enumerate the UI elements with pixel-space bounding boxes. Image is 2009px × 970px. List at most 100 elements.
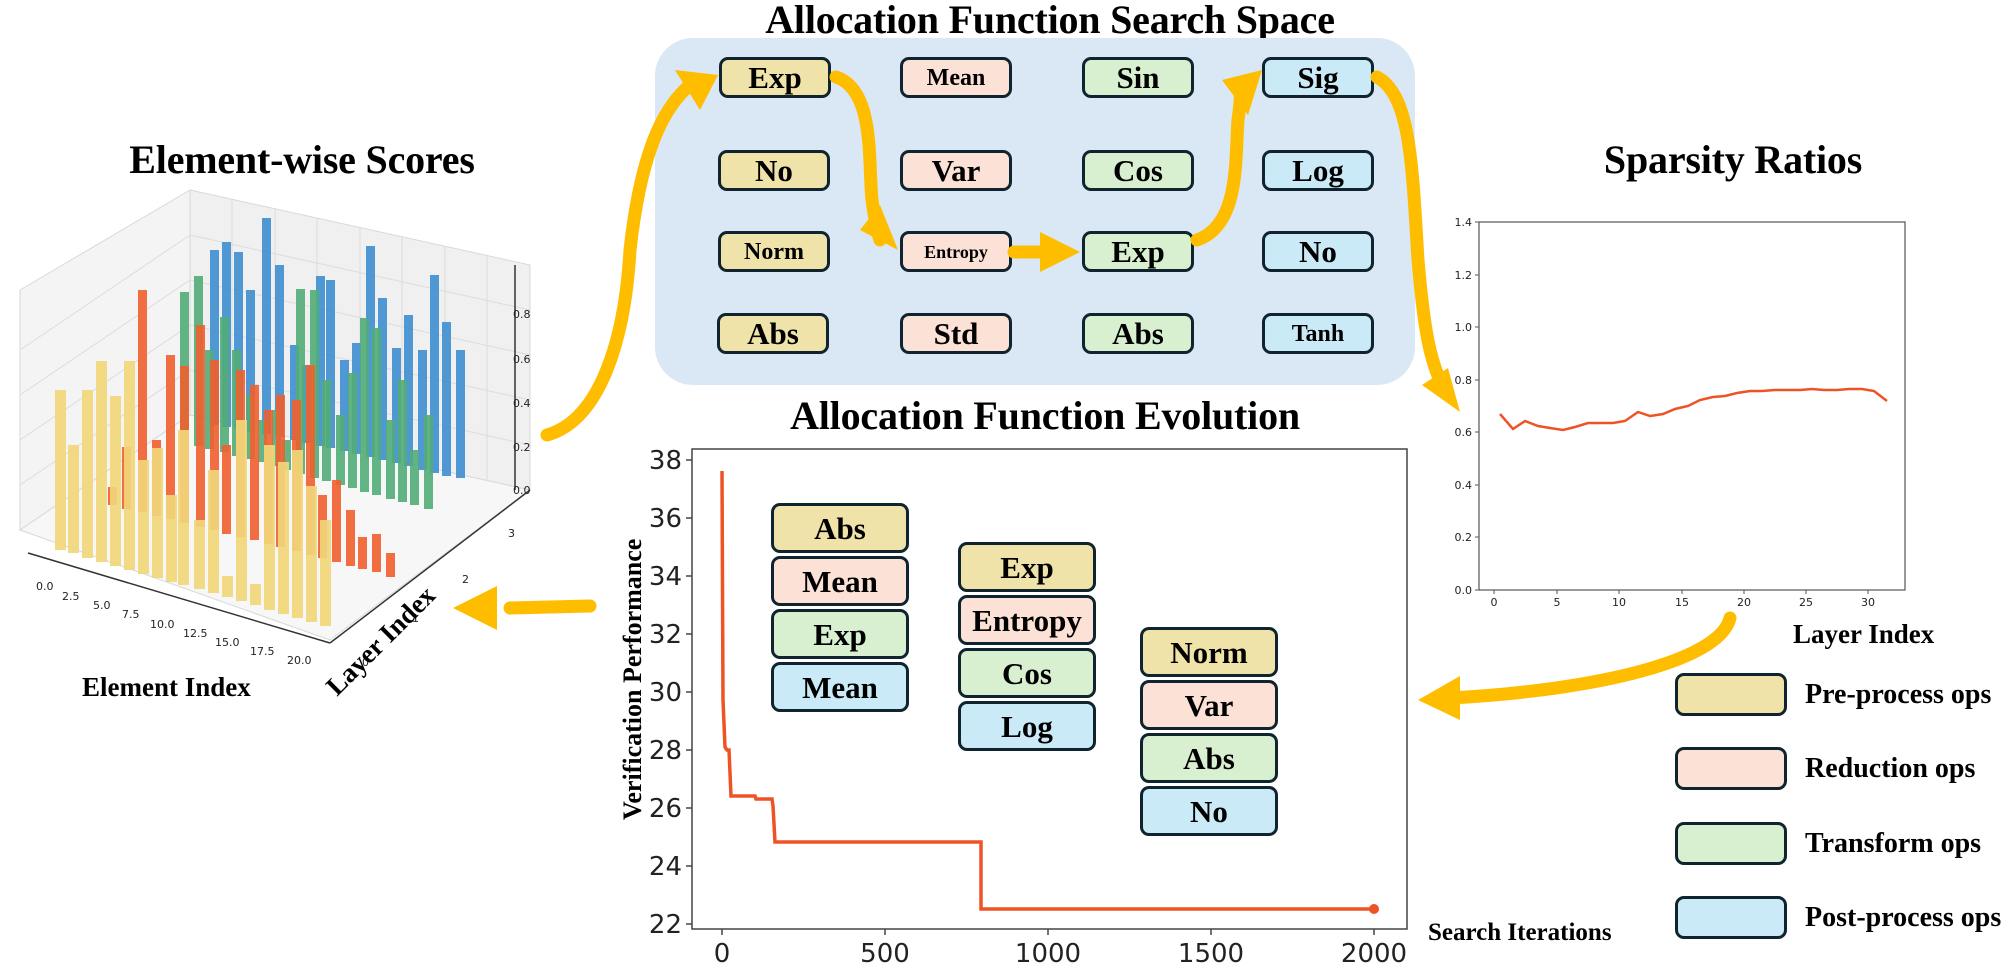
svg-text:5: 5	[1554, 596, 1561, 609]
legend-reduction: Reduction ops	[1675, 747, 1975, 790]
legend-swatch-pos	[1675, 896, 1787, 939]
stack2-op-pos[interactable]: Log	[958, 701, 1096, 751]
op-tra-exp[interactable]: Exp	[1082, 231, 1194, 272]
svg-text:5.0: 5.0	[93, 599, 111, 612]
evolution-stack-1: Abs Mean Exp Mean	[771, 503, 909, 715]
arrow-sparsity-to-evolution	[1443, 611, 1737, 705]
arrowhead-sparsity-to-evolution	[1418, 676, 1460, 720]
legend-pre-process: Pre-process ops	[1675, 673, 1991, 716]
svg-text:36: 36	[649, 504, 682, 534]
svg-text:3: 3	[508, 527, 515, 540]
stack1-op-pre[interactable]: Abs	[771, 503, 909, 553]
op-tra-cos[interactable]: Cos	[1082, 150, 1194, 191]
stack3-op-pre[interactable]: Norm	[1140, 627, 1278, 677]
svg-text:0: 0	[714, 939, 731, 969]
svg-text:12.5: 12.5	[183, 627, 208, 640]
svg-text:500: 500	[860, 939, 910, 969]
sparsity-line	[1499, 387, 1888, 432]
legend-label-pos: Post-process ops	[1805, 901, 2002, 933]
svg-text:2: 2	[462, 573, 469, 586]
element-index-label: Element Index	[82, 672, 251, 702]
op-tra-sin[interactable]: Sin	[1082, 57, 1194, 98]
legend-label-tra: Transform ops	[1805, 827, 1982, 859]
svg-text:7.5: 7.5	[122, 608, 140, 621]
stack3-op-tra[interactable]: Abs	[1140, 733, 1278, 783]
stack1-op-tra[interactable]: Exp	[771, 609, 909, 659]
op-pos-tanh[interactable]: Tanh	[1262, 313, 1374, 354]
svg-text:20: 20	[1737, 596, 1751, 609]
arrow-sig-to-sparsity	[1370, 70, 1449, 392]
op-red-mean[interactable]: Mean	[900, 57, 1012, 98]
legend-label-pre: Pre-process ops	[1805, 678, 1992, 710]
evolution-line	[720, 470, 1374, 911]
svg-text:15.0: 15.0	[215, 636, 240, 649]
svg-text:1: 1	[412, 612, 419, 625]
element-index-ticks: 0.0 2.5 5.0 7.5 10.0 12.5 15.0 17.5 20.0	[36, 580, 312, 667]
stack2-op-red[interactable]: Entropy	[958, 595, 1096, 645]
search-iterations-label: Search Iterations	[1428, 919, 1612, 946]
legend-transform: Transform ops	[1675, 822, 1981, 865]
svg-text:38: 38	[649, 446, 682, 476]
legend-post-process: Post-process ops	[1675, 896, 2001, 939]
svg-text:0.4: 0.4	[1455, 479, 1473, 492]
op-pos-log[interactable]: Log	[1262, 150, 1374, 191]
op-pre-exp[interactable]: Exp	[719, 57, 831, 98]
op-red-entropy[interactable]: Entropy	[900, 231, 1012, 272]
svg-text:0.4: 0.4	[513, 397, 531, 410]
arrowhead-evolution-to-scores	[453, 586, 497, 630]
arrowhead-sig-to-sparsity	[1422, 368, 1460, 412]
op-pos-sig[interactable]: Sig	[1262, 57, 1374, 98]
arrowhead-exp-to-sig	[1222, 70, 1262, 115]
stack2-op-pre[interactable]: Exp	[958, 542, 1096, 592]
sparsity-x-ticks: 0 5 10 15 20 25 30	[1491, 596, 1876, 609]
svg-text:10: 10	[1612, 596, 1626, 609]
svg-text:2000: 2000	[1341, 939, 1407, 969]
svg-text:0.6: 0.6	[513, 353, 531, 366]
op-red-var[interactable]: Var	[900, 150, 1012, 191]
svg-text:17.5: 17.5	[250, 645, 275, 658]
svg-text:1000: 1000	[1015, 939, 1081, 969]
svg-text:0.0: 0.0	[513, 484, 531, 497]
svg-text:30: 30	[1861, 596, 1875, 609]
svg-text:0.8: 0.8	[513, 308, 531, 321]
verification-ticks: 38 36 34 32 30 28 26 24 22	[649, 446, 682, 940]
arrow-scores-to-search	[540, 78, 697, 442]
legend-swatch-pre	[1675, 673, 1787, 716]
stack1-op-pos[interactable]: Mean	[771, 662, 909, 712]
svg-text:1.2: 1.2	[1455, 269, 1473, 282]
op-red-std[interactable]: Std	[900, 313, 1012, 354]
arrowhead-exp-to-entropy	[860, 205, 898, 250]
svg-text:10.0: 10.0	[150, 618, 175, 631]
op-pre-norm[interactable]: Norm	[718, 231, 830, 272]
svg-text:20.0: 20.0	[287, 654, 312, 667]
svg-text:0.2: 0.2	[1455, 531, 1473, 544]
stack3-op-red[interactable]: Var	[1140, 680, 1278, 730]
final-point	[1369, 904, 1379, 914]
arrow-evolution-to-scores	[503, 599, 597, 615]
sparsity-layer-index-label: Layer Index	[1793, 619, 1935, 649]
svg-text:32: 32	[649, 620, 682, 650]
stack1-op-red[interactable]: Mean	[771, 556, 909, 606]
svg-text:1.0: 1.0	[1455, 321, 1473, 334]
svg-text:0.0: 0.0	[1455, 584, 1473, 597]
stack3-op-pos[interactable]: No	[1140, 786, 1278, 836]
op-pos-no[interactable]: No	[1262, 231, 1374, 272]
svg-text:26: 26	[649, 794, 682, 824]
svg-text:2.5: 2.5	[62, 590, 80, 603]
svg-text:0: 0	[362, 656, 369, 669]
stack2-op-tra[interactable]: Cos	[958, 648, 1096, 698]
element-scores-title: Element-wise Scores	[129, 137, 475, 182]
search-space-title: Allocation Function Search Space	[765, 0, 1335, 42]
op-pre-abs[interactable]: Abs	[717, 313, 829, 354]
arrowhead-entropy-to-exp	[1040, 232, 1080, 272]
layer-index-ticks: 0 1 2 3	[362, 527, 515, 669]
evolution-title: Allocation Function Evolution	[790, 393, 1300, 438]
op-pre-no[interactable]: No	[718, 150, 830, 191]
legend-swatch-red	[1675, 747, 1787, 790]
svg-text:25: 25	[1799, 596, 1813, 609]
svg-text:28: 28	[649, 736, 682, 766]
svg-text:15: 15	[1675, 596, 1689, 609]
op-tra-abs[interactable]: Abs	[1082, 313, 1194, 354]
